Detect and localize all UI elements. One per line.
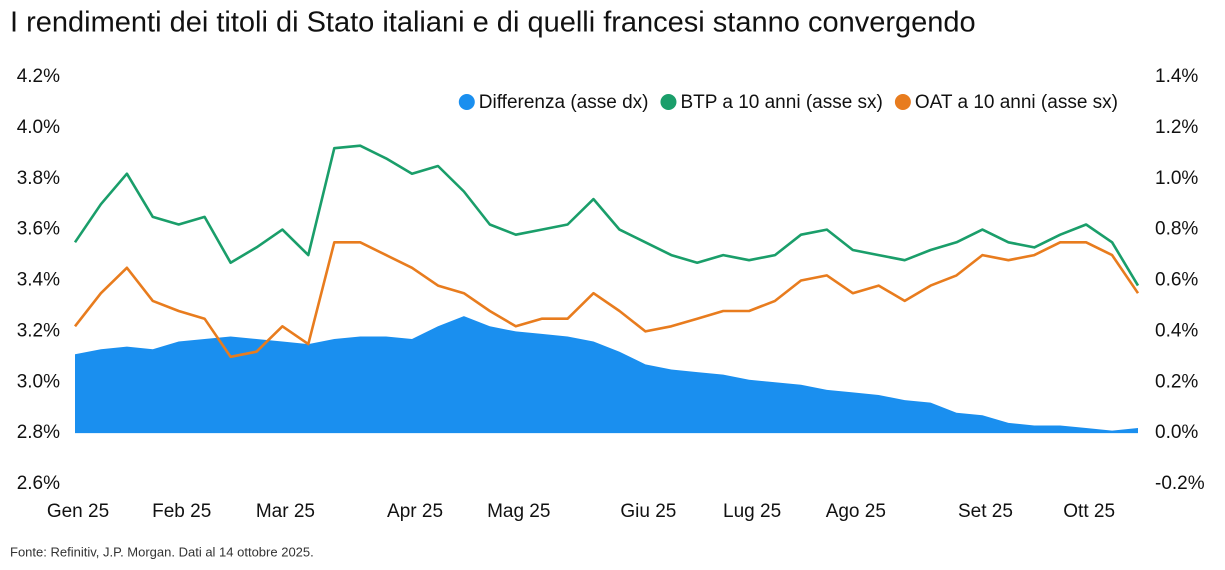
legend-label: BTP a 10 anni (asse sx) [680, 92, 882, 113]
y-tick-label: 3.4% [17, 270, 60, 291]
x-tick-label: Mag 25 [487, 501, 550, 522]
y-tick-label: 4.2% [17, 66, 60, 87]
y2-tick-label: 0.8% [1155, 219, 1198, 240]
y-tick-label: 3.6% [17, 219, 60, 240]
y-tick-label: 3.2% [17, 320, 60, 341]
x-tick-label: Gen 25 [47, 501, 109, 522]
x-tick-label: Lug 25 [723, 501, 781, 522]
y-tick-label: 3.0% [17, 371, 60, 392]
x-tick-label: Mar 25 [256, 501, 315, 522]
y-tick-label: 3.8% [17, 168, 60, 189]
y2-tick-label: 0.2% [1155, 371, 1198, 392]
y-tick-label: 2.6% [17, 473, 60, 494]
legend-marker [458, 94, 475, 110]
y2-tick-label: 0.4% [1155, 320, 1198, 341]
source-note: Fonte: Refinitiv, J.P. Morgan. Dati al 1… [10, 544, 314, 559]
x-tick-label: Ago 25 [826, 501, 886, 522]
legend-marker [660, 94, 677, 110]
y2-tick-label: 1.4% [1155, 66, 1198, 87]
y2-tick-label: 1.0% [1155, 168, 1198, 189]
x-tick-label: Giu 25 [620, 501, 676, 522]
legend-marker [894, 94, 911, 110]
x-tick-label: Set 25 [958, 501, 1013, 522]
legend-label: Differenza (asse dx) [479, 92, 649, 113]
y2-tick-label: -0.2% [1155, 473, 1205, 494]
line [73, 144, 1140, 287]
legend-label: OAT a 10 anni (asse sx) [915, 92, 1118, 113]
x-tick-label: Feb 25 [152, 501, 211, 522]
x-tick-label: Apr 25 [387, 501, 443, 522]
y-tick-label: 4.0% [17, 117, 60, 138]
line [73, 241, 1140, 359]
area [75, 316, 1138, 434]
x-tick-label: Ott 25 [1063, 501, 1115, 522]
y-tick-label: 2.8% [17, 422, 60, 443]
y2-tick-label: 1.2% [1155, 117, 1198, 138]
y2-tick-label: 0.6% [1155, 270, 1198, 291]
chart-title: I rendimenti dei titoli di Stato italian… [10, 7, 976, 39]
y2-tick-label: 0.0% [1155, 422, 1198, 443]
